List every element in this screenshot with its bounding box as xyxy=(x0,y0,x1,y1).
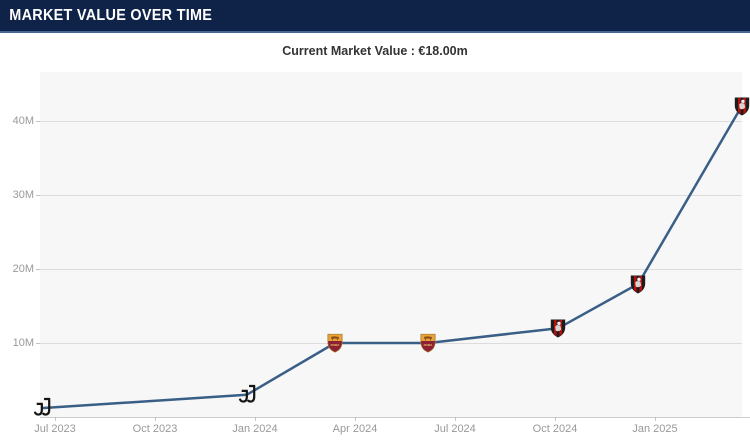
data-point-roma-crest[interactable]: ROMA xyxy=(420,333,436,353)
y-axis-label: 10M xyxy=(12,337,34,349)
plot-area xyxy=(40,72,743,417)
x-axis-label: Apr 2024 xyxy=(332,423,378,435)
y-axis-tick xyxy=(36,342,40,344)
data-point-juventus-crest[interactable] xyxy=(33,397,51,419)
y-axis-label: 20M xyxy=(12,263,34,275)
section-header-bar: MARKET VALUE OVER TIME xyxy=(0,0,750,33)
x-axis-label: Jan 2024 xyxy=(232,423,278,435)
x-axis-tick xyxy=(555,417,556,421)
svg-text:ROMA: ROMA xyxy=(424,343,433,347)
data-point-bournemouth-crest[interactable] xyxy=(550,318,566,339)
x-axis-label: Oct 2024 xyxy=(532,423,578,435)
y-axis-label: 30M xyxy=(12,189,34,201)
svg-text:ROMA: ROMA xyxy=(331,343,340,347)
x-axis-tick xyxy=(655,417,656,421)
y-axis-tick xyxy=(36,120,40,122)
x-axis-line xyxy=(40,417,750,418)
market-value-chart: 10M 20M 30M 40M Jul 2023 Oct 2023 Jan 2024 Apr… xyxy=(0,72,750,448)
x-axis-tick xyxy=(355,417,356,421)
y-axis-tick xyxy=(36,268,40,270)
page-title: MARKET VALUE OVER TIME xyxy=(9,6,213,24)
x-axis-label: Jul 2023 xyxy=(34,423,76,435)
data-point-bournemouth-crest[interactable] xyxy=(630,273,646,294)
data-point-juventus-crest[interactable] xyxy=(238,384,256,406)
x-axis-tick xyxy=(455,417,456,421)
gridline-20M xyxy=(40,268,742,270)
x-axis-label: Oct 2023 xyxy=(132,423,178,435)
x-axis-tick xyxy=(55,417,56,421)
gridline-30M xyxy=(40,194,742,196)
y-axis-tick xyxy=(36,194,40,196)
market-value-line xyxy=(41,105,743,410)
current-market-value-label: Current Market Value : €18.00m xyxy=(282,44,468,58)
gridline-40M xyxy=(40,120,742,122)
x-axis-tick xyxy=(155,417,156,421)
y-axis-label: 40M xyxy=(12,115,34,127)
data-point-bournemouth-crest[interactable] xyxy=(734,96,750,117)
x-axis-label: Jul 2024 xyxy=(434,423,476,435)
x-axis-label: Jan 2025 xyxy=(632,423,678,435)
x-axis-tick xyxy=(255,417,256,421)
data-point-roma-crest[interactable]: ROMA xyxy=(327,333,343,353)
